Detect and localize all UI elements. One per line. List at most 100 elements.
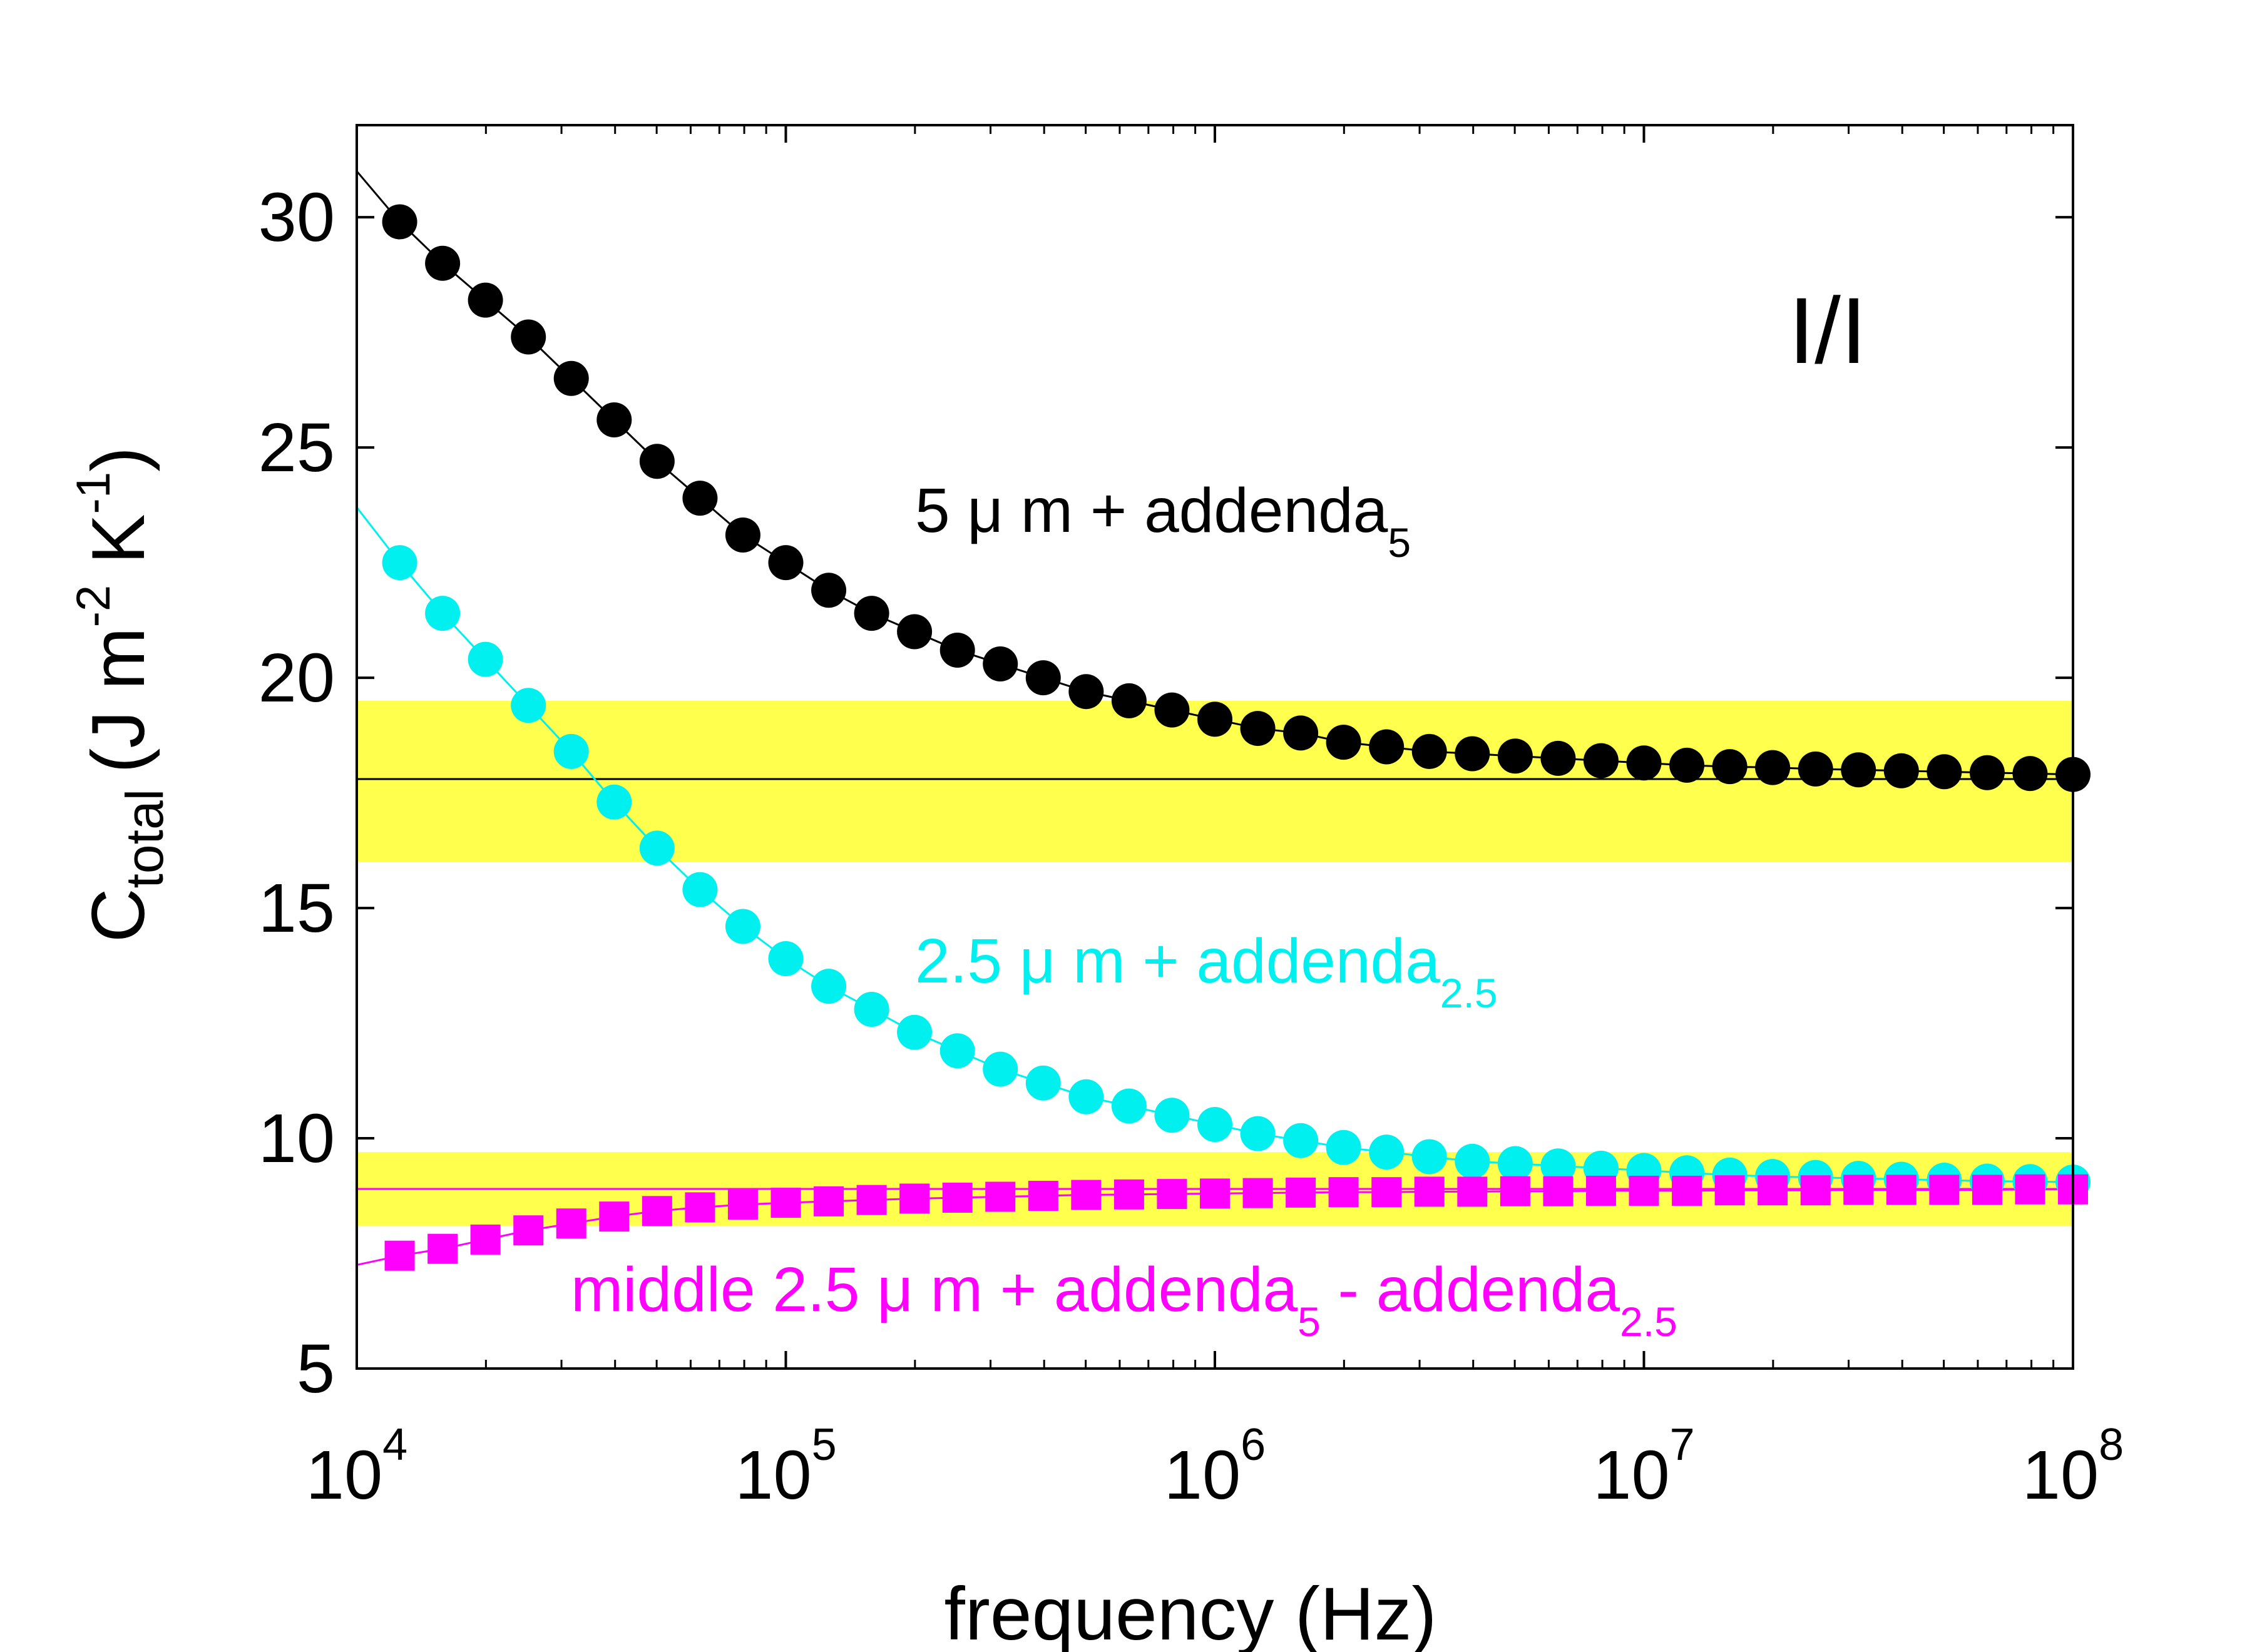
y-axis-title-units-2: K (76, 514, 160, 584)
data-point-series-2-37 (1972, 1175, 2002, 1205)
x-tick-label-base: 10 (1593, 1437, 1669, 1514)
data-point-series-0-24 (1411, 733, 1447, 769)
series-label-2-5um: 2.5 μ m + addenda2.5 (915, 926, 1498, 1016)
x-tick-label-7: 107 (1593, 1420, 1694, 1514)
series-label-middle: middle 2.5 μ m + addenda5 - addenda2.5 (571, 1255, 1677, 1345)
data-point-series-0-7 (682, 481, 718, 516)
data-point-series-0-10 (811, 573, 847, 608)
series-2-markers (384, 1174, 2088, 1271)
data-point-series-2-38 (2015, 1174, 2045, 1205)
data-point-series-1-1 (425, 596, 461, 631)
data-point-series-0-38 (2012, 756, 2048, 792)
data-point-series-2-35 (1886, 1175, 1917, 1205)
data-point-series-0-35 (1883, 753, 1919, 788)
panel-label: I/I (1788, 278, 1866, 383)
data-point-series-0-12 (897, 614, 933, 650)
data-point-series-0-15 (1025, 660, 1061, 696)
y-tick-label-20: 20 (258, 640, 335, 716)
data-point-series-0-28 (1583, 743, 1619, 778)
y-axis-title-units-3: ) (76, 447, 160, 472)
series-label-2-5um-main: 2.5 μ m + addenda (915, 926, 1440, 996)
data-point-series-0-21 (1283, 715, 1319, 751)
data-point-series-0-37 (1969, 755, 2005, 790)
data-point-series-0-18 (1154, 692, 1190, 728)
data-point-series-2-15 (1028, 1181, 1058, 1211)
plot-frame (356, 124, 2074, 1370)
series-label-middle-sub: 5 (1297, 1298, 1321, 1345)
data-point-series-2-2 (470, 1224, 501, 1255)
data-point-series-1-22 (1326, 1129, 1361, 1165)
series-label-middle-main: middle 2.5 μ m + addenda (571, 1255, 1298, 1325)
x-tick-label-base: 10 (306, 1437, 382, 1514)
data-point-series-0-4 (553, 360, 589, 396)
x-tick-label-exponent: 6 (1241, 1420, 1266, 1470)
y-axis-title: Ctotal (J m-2 K-1) (67, 447, 174, 942)
y-axis-title-sup-1: -2 (67, 585, 120, 628)
data-point-series-2-32 (1758, 1175, 1788, 1206)
data-point-series-1-12 (897, 1014, 933, 1050)
data-point-series-0-9 (768, 545, 804, 581)
data-point-series-2-30 (1672, 1175, 1702, 1206)
data-point-series-2-34 (1843, 1175, 1874, 1205)
data-point-series-1-3 (511, 688, 546, 723)
data-point-series-1-10 (811, 969, 847, 1004)
data-point-series-0-16 (1068, 674, 1104, 710)
data-point-series-2-10 (814, 1186, 844, 1216)
data-point-series-1-25 (1455, 1143, 1490, 1179)
data-point-series-0-23 (1369, 729, 1405, 765)
data-point-series-2-1 (427, 1233, 458, 1264)
data-point-series-0-6 (639, 444, 675, 479)
data-point-series-1-26 (1497, 1146, 1533, 1181)
data-point-series-0-5 (596, 402, 632, 437)
data-point-series-1-18 (1154, 1098, 1190, 1133)
series-label-5um: 5 μ m + addenda5 (915, 476, 1411, 566)
data-point-series-1-14 (983, 1051, 1018, 1087)
data-point-series-0-26 (1497, 738, 1533, 774)
data-point-series-2-5 (599, 1201, 630, 1232)
x-tick-label-base: 10 (735, 1437, 811, 1514)
data-point-series-1-16 (1068, 1079, 1104, 1114)
data-point-series-2-28 (1585, 1175, 1616, 1206)
series-label-5um-sub: 5 (1388, 519, 1411, 566)
data-point-series-2-12 (899, 1183, 930, 1214)
data-point-series-2-33 (1800, 1175, 1831, 1206)
data-point-series-0-1 (425, 245, 461, 281)
data-point-series-2-23 (1371, 1177, 1402, 1208)
data-point-series-1-24 (1411, 1139, 1447, 1175)
data-point-series-2-14 (985, 1181, 1016, 1212)
data-point-series-0-0 (382, 204, 417, 240)
y-axis-title-units-1: (J m (76, 627, 160, 773)
y-axis-title-sup-2: -1 (67, 472, 120, 514)
y-tick-label-25: 25 (258, 409, 335, 486)
data-point-series-2-8 (727, 1190, 758, 1220)
data-point-series-2-3 (513, 1215, 544, 1246)
y-tick-label-5: 5 (297, 1330, 335, 1407)
data-point-series-1-9 (768, 941, 804, 977)
data-point-series-0-27 (1540, 740, 1576, 776)
data-point-series-1-8 (725, 909, 760, 944)
data-point-series-0-13 (939, 632, 975, 668)
data-point-series-0-33 (1798, 751, 1833, 787)
data-point-series-1-13 (939, 1033, 975, 1069)
data-point-series-2-16 (1071, 1180, 1102, 1210)
data-point-series-2-29 (1629, 1175, 1659, 1206)
data-point-series-2-26 (1500, 1176, 1530, 1206)
data-points-layer (382, 204, 2091, 1271)
data-point-series-2-20 (1242, 1178, 1273, 1208)
data-point-series-1-7 (682, 872, 718, 907)
data-point-series-1-0 (382, 545, 417, 581)
x-tick-label-exponent: 4 (382, 1420, 407, 1470)
x-tick-label-5: 105 (735, 1420, 836, 1514)
data-point-series-2-7 (685, 1192, 715, 1223)
data-point-series-2-21 (1286, 1177, 1316, 1208)
x-tick-label-base: 10 (2022, 1437, 2099, 1514)
data-point-series-2-36 (1929, 1175, 1960, 1205)
series-label-5um-main: 5 μ m + addenda (915, 476, 1388, 546)
data-point-series-0-34 (1841, 752, 1876, 788)
data-point-series-1-5 (596, 784, 632, 820)
data-point-series-0-31 (1712, 749, 1748, 785)
series-label-middle-mid: - addenda (1321, 1255, 1620, 1325)
y-tick-label-15: 15 (258, 870, 335, 947)
data-point-series-0-25 (1455, 736, 1490, 772)
